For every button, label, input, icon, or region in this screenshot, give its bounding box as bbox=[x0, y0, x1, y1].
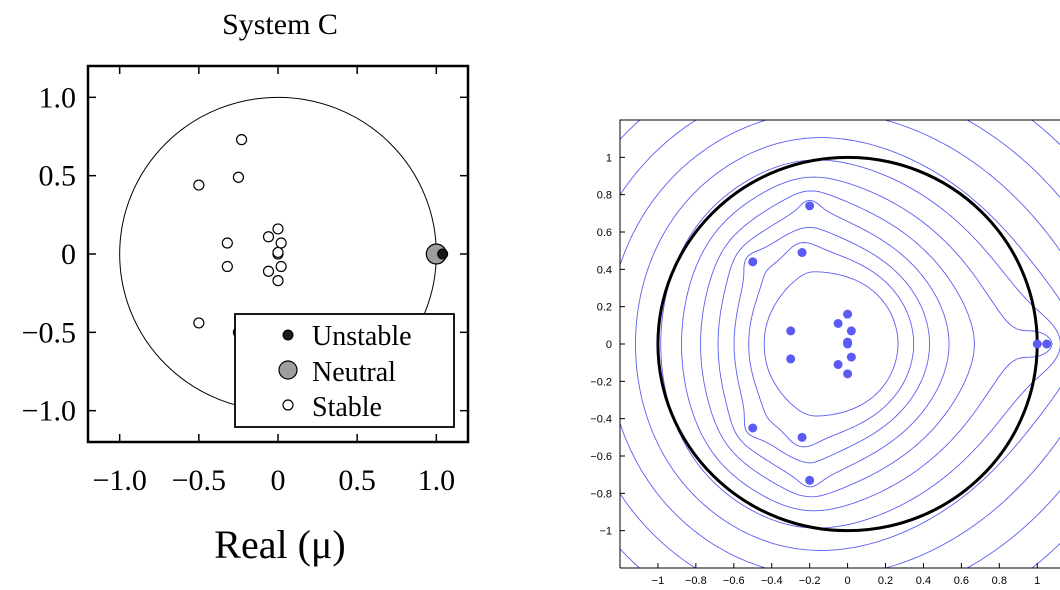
y-tick-label: 1 bbox=[606, 152, 612, 164]
stable-point bbox=[275, 260, 287, 273]
stable-point bbox=[275, 237, 287, 249]
y-tick-label: −0.4 bbox=[590, 414, 612, 426]
stable-point bbox=[193, 179, 205, 191]
eigenvalue-point bbox=[748, 257, 758, 267]
contour-line bbox=[635, 137, 1060, 551]
x-tick-label: −0.8 bbox=[685, 575, 707, 587]
stable-point bbox=[272, 275, 284, 287]
eigenvalue-point bbox=[805, 475, 815, 485]
eigenvalue-point bbox=[846, 352, 856, 362]
stable-point bbox=[235, 134, 248, 146]
y-tick-label: −0.6 bbox=[590, 451, 612, 463]
right-chart-contour: −1 −0.8 −0.6 −0.4 −0.2 0 0.2 0.4 0.6 0.8 1 1 0.8 0.6 0… bbox=[590, 119, 1060, 587]
stable-point bbox=[193, 317, 205, 329]
y-tick-label: 1.0 bbox=[39, 81, 77, 114]
x-tick-label: 0 bbox=[271, 464, 286, 497]
eigenvalue-point bbox=[843, 369, 853, 379]
eigenvalue-point bbox=[843, 309, 853, 319]
contour-line bbox=[700, 190, 1049, 498]
eigenvalue-point bbox=[748, 423, 758, 433]
eigenvalue-point bbox=[833, 318, 843, 328]
eigenvalue-point bbox=[1042, 339, 1052, 349]
stable-point bbox=[262, 231, 275, 243]
contour-line bbox=[717, 199, 950, 488]
legend-stable-marker bbox=[282, 399, 294, 411]
stable-point bbox=[262, 265, 275, 277]
contour-line bbox=[620, 120, 1060, 568]
x-tick-label: −1.0 bbox=[92, 464, 146, 497]
contour-lines bbox=[620, 120, 1060, 568]
x-tick-label: −0.6 bbox=[723, 575, 745, 587]
x-tick-label: 0.8 bbox=[992, 575, 1007, 587]
stable-point bbox=[272, 223, 284, 235]
contour-line bbox=[620, 120, 1060, 568]
x-tick-label: 0.5 bbox=[338, 464, 376, 497]
right-plot-frame bbox=[619, 119, 1060, 569]
eigenvalue-point bbox=[786, 326, 796, 336]
contour-line bbox=[748, 242, 915, 448]
y-tick-label: 0.6 bbox=[597, 227, 612, 239]
x-tick-label: −0.4 bbox=[761, 575, 783, 587]
contour-line bbox=[733, 226, 930, 483]
y-tick-label: −0.2 bbox=[590, 376, 612, 388]
y-tick-label: 0 bbox=[61, 238, 76, 271]
y-tick-label: −0.5 bbox=[22, 316, 76, 349]
y-tick-label: 0.2 bbox=[597, 302, 612, 314]
eigenvalue-point bbox=[805, 201, 815, 211]
legend-unstable-marker bbox=[282, 329, 294, 341]
legend-box bbox=[234, 313, 455, 428]
legend-neutral-label: Neutral bbox=[312, 357, 396, 388]
x-tick-label: 0.4 bbox=[916, 575, 931, 587]
stable-point bbox=[232, 171, 245, 183]
left-chart-title: System C bbox=[222, 8, 338, 41]
y-tick-label: −1.0 bbox=[22, 395, 76, 428]
unstable-point bbox=[437, 248, 449, 260]
stable-point bbox=[221, 260, 233, 273]
x-tick-label: 1 bbox=[1034, 575, 1040, 587]
eigenvalue-point bbox=[833, 360, 843, 370]
stable-point bbox=[272, 246, 284, 259]
eigenvalue-point bbox=[843, 339, 853, 349]
eigenvalue-point bbox=[797, 248, 807, 258]
left-chart-system-c: System C −1.0 −0.5 0 0.5 1.01.00.50−0.5−1.0 … bbox=[22, 8, 470, 567]
contour-line bbox=[763, 252, 899, 439]
eigenvalue-point bbox=[1032, 339, 1042, 349]
legend-neutral-marker bbox=[278, 360, 298, 380]
y-tick-label: 0 bbox=[606, 339, 612, 351]
eigenvalue-point bbox=[786, 354, 796, 364]
x-tick-label: −1 bbox=[652, 575, 665, 587]
stable-point bbox=[221, 237, 233, 249]
y-tick-label: 0.4 bbox=[597, 264, 612, 276]
left-legend: Unstable Neutral Stable bbox=[234, 313, 455, 428]
y-tick-label: 0.5 bbox=[39, 160, 77, 193]
x-tick-label: 0.2 bbox=[878, 575, 893, 587]
x-tick-label: 0 bbox=[845, 575, 851, 587]
contour-line bbox=[660, 159, 1060, 529]
x-tick-label: 1.0 bbox=[418, 464, 456, 497]
y-tick-label: −0.8 bbox=[590, 488, 612, 500]
legend-stable-label: Stable bbox=[312, 392, 382, 423]
contour-line bbox=[620, 120, 1060, 568]
x-tick-label: −0.2 bbox=[799, 575, 821, 587]
y-tick-label: 0.8 bbox=[597, 190, 612, 202]
x-tick-label: 0.6 bbox=[954, 575, 969, 587]
x-tick-label: −0.5 bbox=[172, 464, 226, 497]
left-x-axis-label: Real (μ) bbox=[214, 522, 345, 567]
legend-unstable-label: Unstable bbox=[312, 321, 412, 352]
contour-line bbox=[681, 176, 1053, 512]
eigenvalue-point bbox=[797, 432, 807, 442]
y-tick-label: −1 bbox=[599, 526, 612, 538]
eigenvalue-point bbox=[846, 326, 856, 336]
